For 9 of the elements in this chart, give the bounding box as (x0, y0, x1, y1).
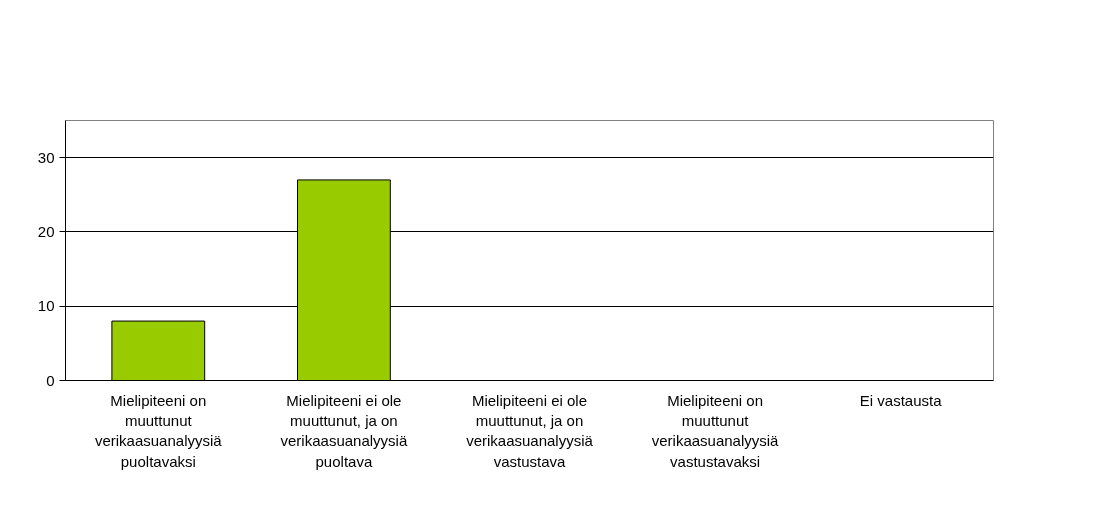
x-tick-label: Ei vastausta (859, 391, 943, 409)
y-tick-label: 30 (37, 148, 55, 166)
x-tick-label: Mielipiteeni ei ole muuttunut, ja on verikaasuanalyysiä puoltava (280, 391, 408, 470)
x-tick-label: Mielipiteeni on muuttunut verikaasuanalyysiä vastustavaksi (651, 391, 780, 470)
y-tick-label: 0 (46, 371, 55, 389)
y-tick-label: 20 (37, 222, 55, 240)
x-tick-label: Mielipiteeni on muuttunut verikaasuanalyysiä puoltavaksi (94, 391, 223, 470)
x-tick-label: Mielipiteeni ei ole muuttunut, ja on verikaasuanalyysiä vastustava (466, 391, 594, 470)
y-tick-label: 10 (37, 297, 55, 315)
